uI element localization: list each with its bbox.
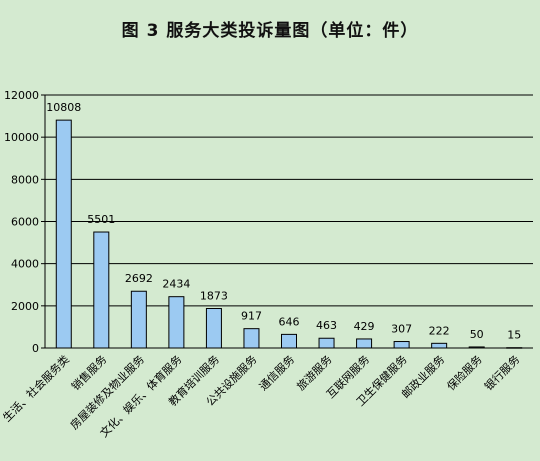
data-label: 15 <box>507 329 521 342</box>
y-tick-label: 6000 <box>11 216 39 229</box>
bar <box>318 337 335 349</box>
chart-title: 图 3 服务大类投诉量图（单位：件） <box>122 20 419 41</box>
y-tick-label: 10000 <box>4 131 39 144</box>
bar <box>393 341 410 349</box>
y-tick-label: 2000 <box>11 300 39 313</box>
data-label: 222 <box>429 324 450 337</box>
bars <box>55 119 523 349</box>
category-labels: 生活、社会服务类销售服务房屋装修及物业服务文化、娱乐、体育服务教育培训服务公共设… <box>0 352 522 440</box>
data-label: 463 <box>316 319 337 332</box>
gridlines <box>45 94 533 307</box>
category-label: 保险服务 <box>444 352 485 393</box>
bar <box>356 338 373 349</box>
y-tick-label: 12000 <box>4 89 39 102</box>
data-label: 2434 <box>162 278 190 291</box>
data-label: 307 <box>391 323 412 336</box>
bar <box>168 296 185 349</box>
y-tick-label: 0 <box>32 342 39 355</box>
bar <box>205 308 222 349</box>
data-label: 10808 <box>46 101 81 114</box>
bar <box>281 333 297 349</box>
y-tick-label: 4000 <box>11 258 39 271</box>
data-labels: 10808 5501 2692 2434 1873 917 646 463 429 307 222 5… <box>46 101 521 342</box>
bar <box>130 290 147 349</box>
data-label: 429 <box>354 320 375 333</box>
category-label: 生活、社会服务类 <box>0 352 72 424</box>
data-label: 917 <box>241 310 262 323</box>
bar <box>55 119 72 349</box>
data-label: 646 <box>279 315 300 328</box>
bar <box>243 328 260 349</box>
y-tick-label: 8000 <box>11 173 39 186</box>
data-label: 2692 <box>125 272 153 285</box>
y-tick-labels: 0 2000 4000 6000 8000 10000 12000 <box>4 89 45 355</box>
bar <box>93 231 110 349</box>
category-label: 银行服务 <box>481 352 522 393</box>
data-label: 1873 <box>200 290 228 303</box>
bar <box>431 342 448 349</box>
data-label: 50 <box>470 328 484 341</box>
category-label: 通信服务 <box>257 353 297 393</box>
data-label: 5501 <box>87 213 115 226</box>
